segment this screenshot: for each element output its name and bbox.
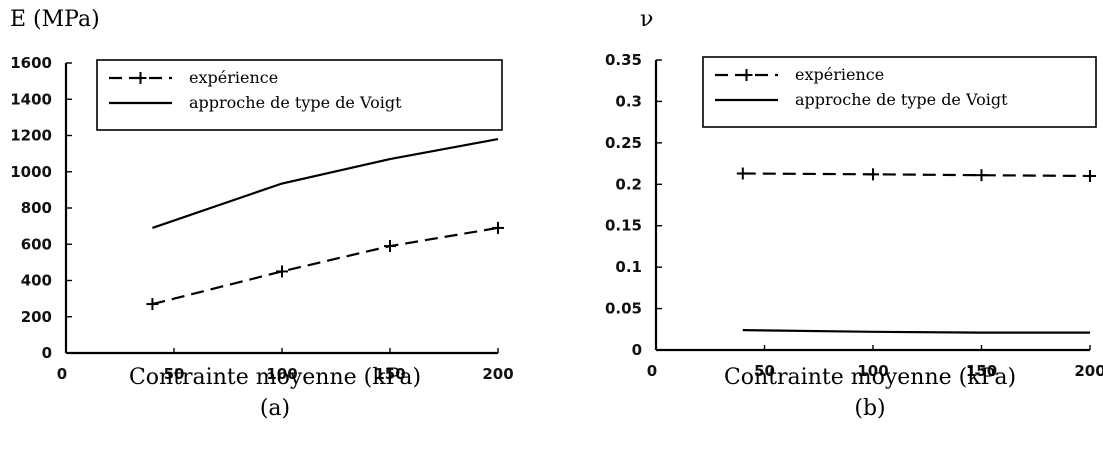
y-tick-label: 0.3 xyxy=(615,92,642,110)
x-tick-label: 50 xyxy=(164,365,185,383)
x-tick-label: 100 xyxy=(266,365,297,383)
y-tick-label: 0.25 xyxy=(605,134,642,152)
y-tick-label: 0 xyxy=(42,344,52,362)
x-axis-title: Contrainte moyenne (kPa) xyxy=(724,365,1016,390)
x-tick-label: 150 xyxy=(374,365,405,383)
data-point xyxy=(975,169,988,182)
y-tick-label: 1400 xyxy=(10,90,52,108)
data-point xyxy=(146,298,159,311)
y-tick-label: 600 xyxy=(21,235,52,253)
y-tick-label: 1200 xyxy=(10,127,52,145)
y-tick-label: 1000 xyxy=(10,163,52,181)
data-point xyxy=(492,221,504,234)
y-tick-label: 0.05 xyxy=(605,300,642,318)
legend-box xyxy=(96,59,503,131)
y-tick-label: 800 xyxy=(21,199,52,217)
y-axis-title: ν xyxy=(640,7,653,32)
x-tick-label: 50 xyxy=(754,362,775,380)
legend-label: approche de type de Voigt xyxy=(189,93,402,112)
y-tick-label: 0.35 xyxy=(605,51,642,69)
y-tick-label: 0 xyxy=(632,341,642,359)
series-line-experience xyxy=(742,172,1091,178)
data-point xyxy=(384,240,396,253)
series-line-experience xyxy=(152,226,499,306)
data-point xyxy=(867,168,879,181)
legend-label: expérience xyxy=(795,65,884,84)
panel-caption: (a) xyxy=(260,396,290,421)
chart-b: 0 0.05 0.1 0.15 0.2 0.25 0.3 0.35 0 50 100 150 200 ex… xyxy=(605,7,1103,421)
x-tick-label: 200 xyxy=(1074,362,1103,380)
data-point xyxy=(736,167,749,180)
legend: expérience approche de type de Voigt xyxy=(96,59,503,131)
x-tick-label: 200 xyxy=(482,365,513,383)
y-tick-label: 400 xyxy=(21,272,52,290)
x-tick-label: 0 xyxy=(57,365,67,383)
y-tick-label: 0.2 xyxy=(615,175,642,193)
y-tick-label: 1600 xyxy=(10,54,52,72)
series-line-voigt xyxy=(152,138,499,229)
legend-label: approche de type de Voigt xyxy=(795,90,1008,109)
x-tick-label: 0 xyxy=(647,362,657,380)
legend: expérience approche de type de Voigt xyxy=(702,56,1097,128)
y-axis-title: E (MPa) xyxy=(10,7,100,32)
panel-caption: (b) xyxy=(854,396,885,421)
chart-a: 0 200 400 600 800 1000 1200 1400 1600 0 50 100 150 20… xyxy=(10,7,514,421)
legend-label: expérience xyxy=(189,68,278,87)
data-point xyxy=(1084,170,1096,182)
x-tick-label: 150 xyxy=(966,362,997,380)
series-line-voigt xyxy=(742,329,1090,334)
legend-box xyxy=(702,56,1097,128)
data-point xyxy=(276,265,288,278)
x-axis-title: Contrainte moyenne (kPa) xyxy=(129,365,421,390)
x-tick-label: 100 xyxy=(857,362,888,380)
y-tick-label: 200 xyxy=(21,308,52,326)
y-tick-label: 0.15 xyxy=(605,217,642,235)
y-tick-label: 0.1 xyxy=(615,258,642,276)
